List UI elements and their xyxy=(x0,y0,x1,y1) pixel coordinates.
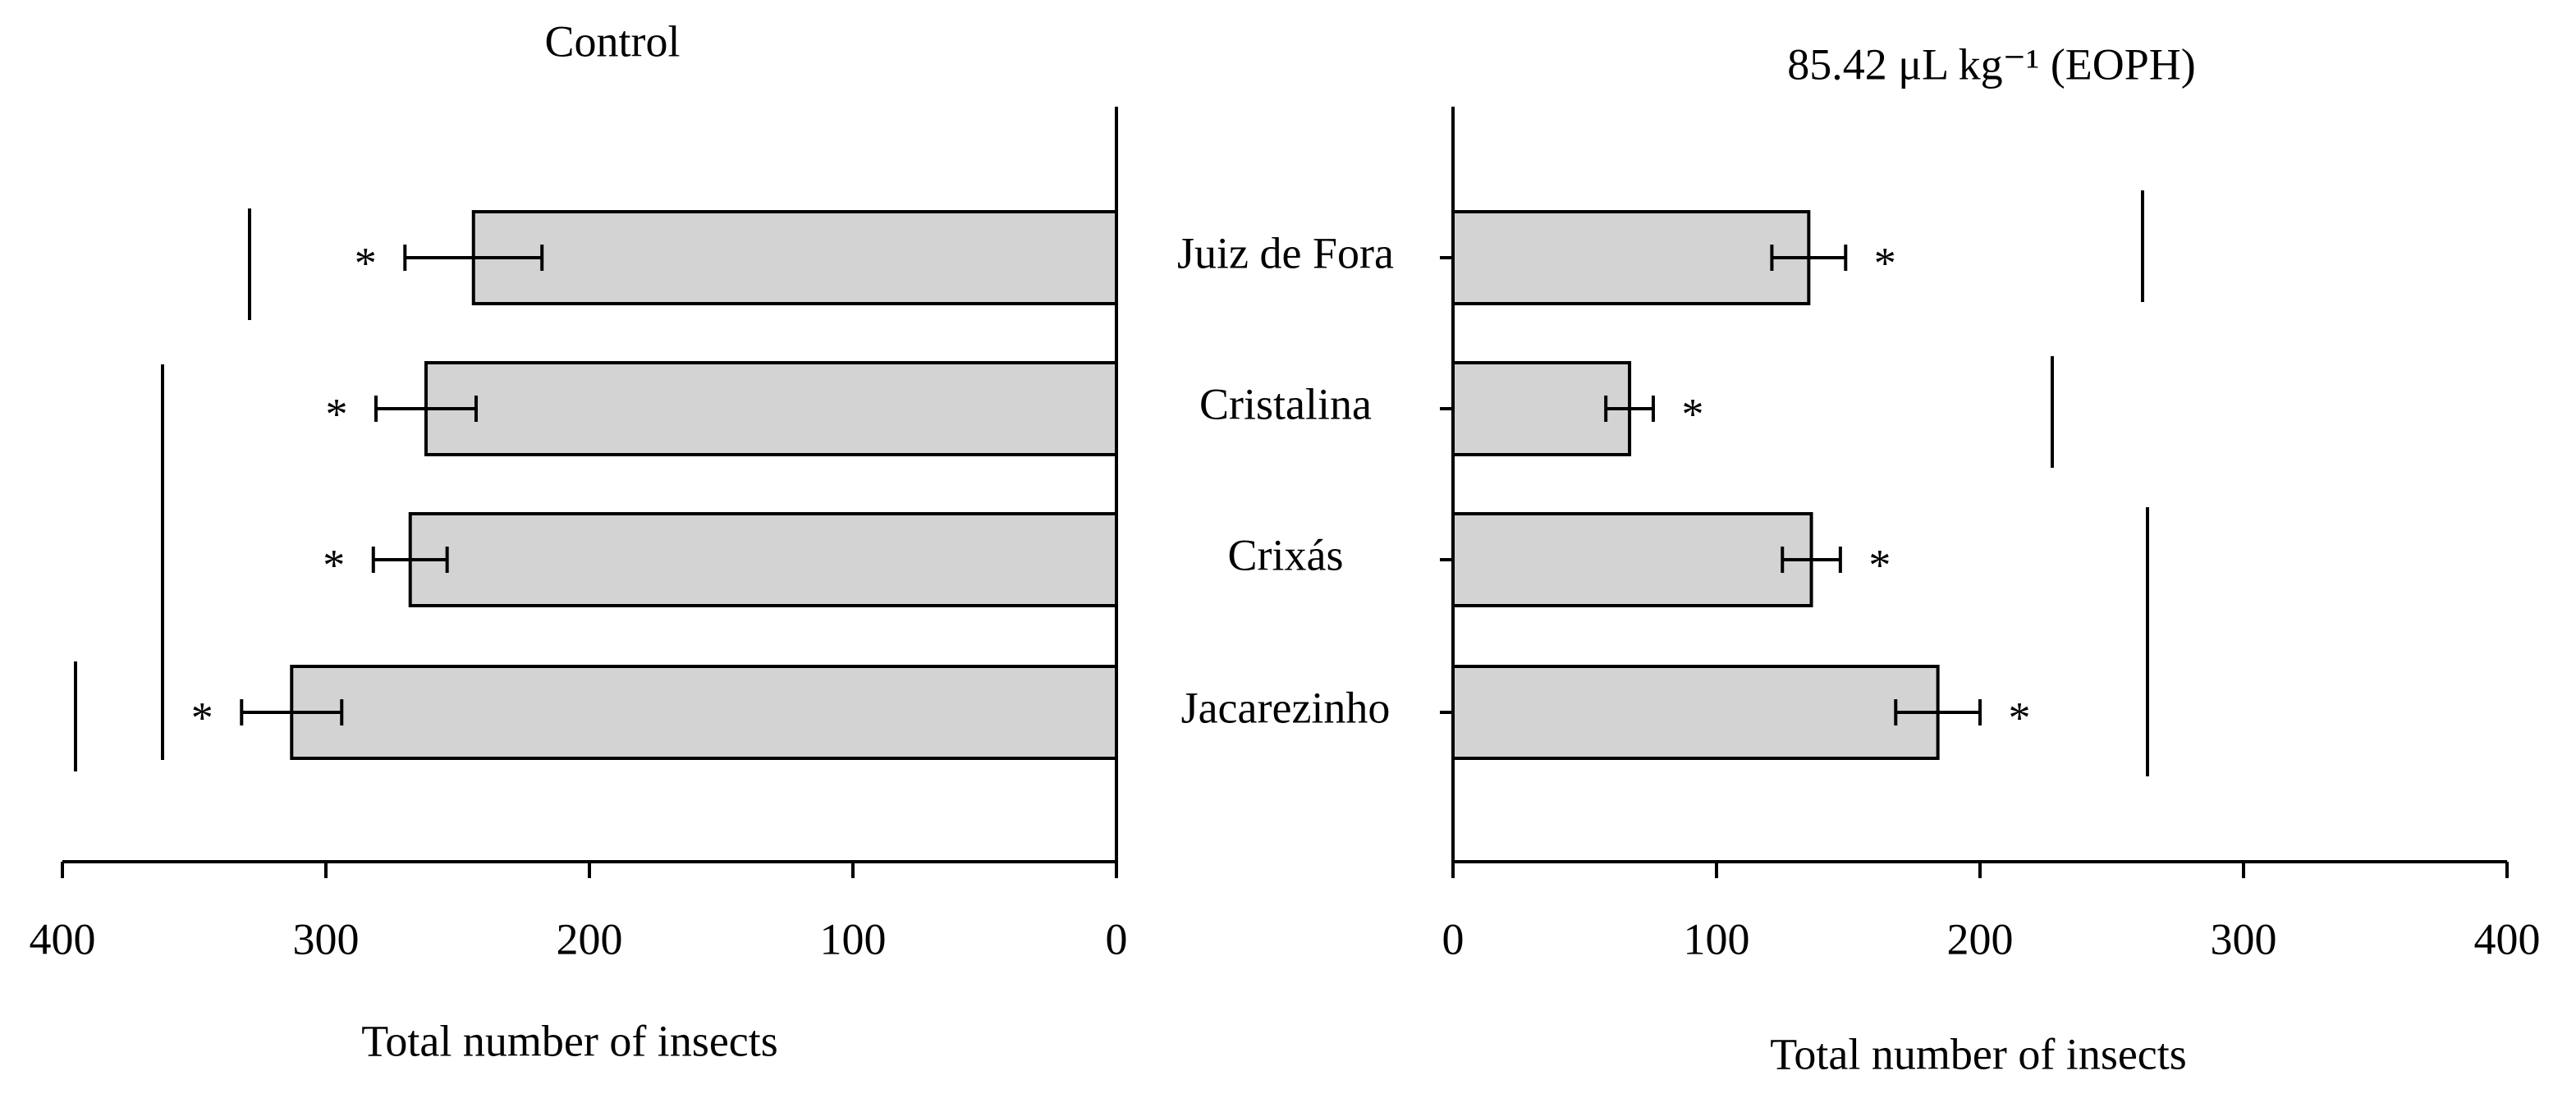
x-tick-label: 100 xyxy=(820,914,887,963)
significance-marker: * xyxy=(355,238,377,287)
category-label: Cristalina xyxy=(1199,379,1372,428)
bar xyxy=(1451,361,1632,456)
bar xyxy=(290,665,1118,760)
x-axis-label: Total number of insects xyxy=(1770,1029,2187,1078)
bar xyxy=(1451,665,1940,760)
x-tick-label: 0 xyxy=(1106,914,1128,963)
bar xyxy=(408,512,1119,607)
significance-marker: * xyxy=(323,540,345,589)
bar xyxy=(1451,210,1811,305)
significance-marker: * xyxy=(1874,238,1896,287)
x-tick-label: 300 xyxy=(293,914,360,963)
chart-title: Control xyxy=(544,16,680,66)
significance-marker: * xyxy=(1681,389,1703,438)
significance-marker: * xyxy=(1868,540,1891,589)
x-tick-label: 200 xyxy=(557,914,623,963)
bar xyxy=(471,210,1118,305)
significance-marker: * xyxy=(325,389,347,438)
category-label: Crixás xyxy=(1228,530,1344,579)
group-lines xyxy=(74,190,2149,776)
x-axis-label: Total number of insects xyxy=(361,1016,778,1065)
x-tick-label: 200 xyxy=(1947,914,2014,963)
bar xyxy=(1451,512,1813,607)
x-tick-label: 400 xyxy=(2474,914,2541,963)
category-label: Jacarezinho xyxy=(1181,683,1391,732)
significance-marker: * xyxy=(2009,693,2031,742)
x-tick-label: 0 xyxy=(1442,914,1464,963)
significance-marker: * xyxy=(191,693,213,742)
x-tick-label: 100 xyxy=(1684,914,1750,963)
bar xyxy=(424,361,1118,456)
x-tick-label: 300 xyxy=(2211,914,2277,963)
x-tick-label: 400 xyxy=(30,914,96,963)
chart-title: 85.42 μL kg⁻¹ (EOPH) xyxy=(1787,39,2196,89)
category-label: Juiz de Fora xyxy=(1177,228,1394,277)
